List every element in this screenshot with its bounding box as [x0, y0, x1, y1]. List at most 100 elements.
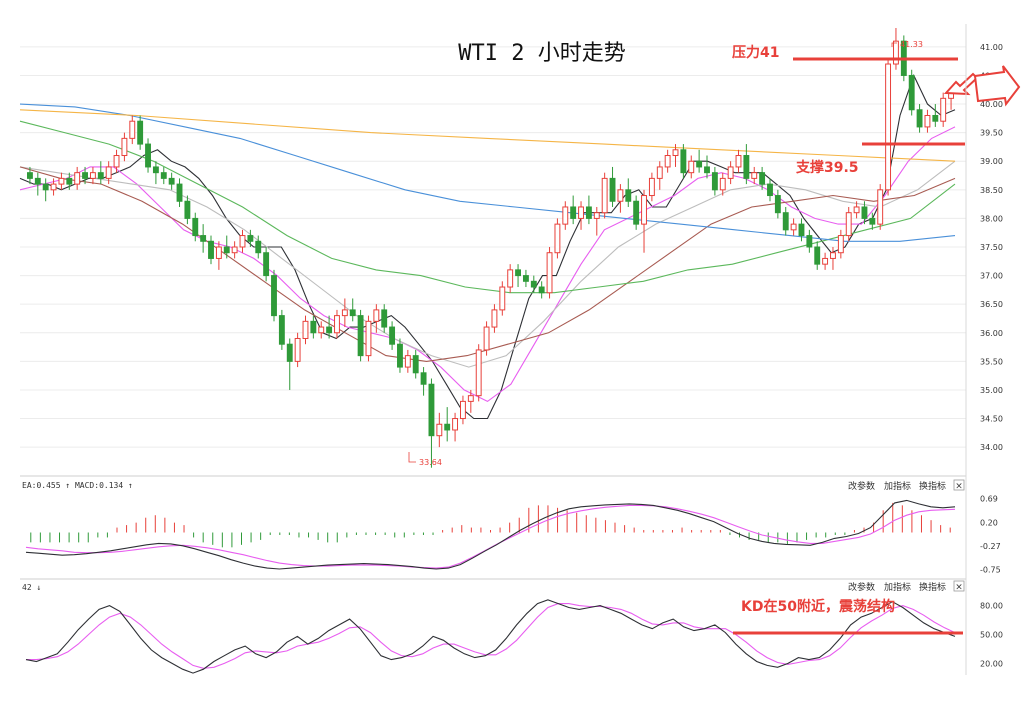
candle-body-down: [271, 275, 277, 317]
candle: [916, 104, 923, 133]
candle-body-up: [790, 223, 797, 231]
candle-body-up: [58, 177, 65, 185]
candle: [294, 332, 301, 368]
candle-body-up: [751, 172, 758, 179]
kd-close-icon[interactable]: ×: [955, 583, 963, 593]
candle: [885, 58, 892, 196]
candle-body-up: [89, 172, 96, 179]
candle-body-up: [491, 309, 498, 328]
candle: [869, 212, 876, 230]
candle: [428, 378, 435, 468]
candle: [530, 275, 537, 293]
candle-body-up: [231, 246, 238, 254]
candle: [593, 206, 600, 236]
candle-body-down: [711, 172, 718, 191]
macd-params-button[interactable]: 改参数: [848, 480, 875, 492]
candle-body-up: [129, 120, 136, 139]
price-tick-label: 35.50: [980, 357, 1003, 366]
candle-body-up: [837, 235, 844, 254]
candle-body-up: [507, 269, 514, 288]
candle-body-up: [853, 206, 860, 214]
candle: [861, 201, 868, 225]
grid-layer: [20, 46, 966, 448]
candle-body-up: [467, 395, 474, 402]
macd-close-icon[interactable]: ×: [955, 482, 963, 492]
candle-body-up: [554, 223, 561, 254]
candle: [656, 161, 663, 190]
kd-tick-label: 20.00: [980, 659, 1003, 668]
candle: [381, 304, 388, 333]
candle-body-up: [404, 355, 411, 368]
macd-add-button[interactable]: 加指标: [884, 480, 911, 492]
candle-body-down: [137, 120, 144, 145]
candle-body-down: [310, 320, 317, 334]
candle-body-down: [412, 355, 419, 374]
candle: [798, 218, 805, 242]
candle-body-down: [530, 280, 537, 288]
candle: [302, 315, 309, 345]
candle: [719, 172, 726, 196]
candle-body-up: [239, 235, 246, 248]
candle: [412, 349, 419, 379]
candle-body-up: [924, 114, 931, 128]
candle: [137, 115, 144, 150]
candle-body-down: [908, 74, 915, 111]
price-tick-label: 40.00: [980, 100, 1003, 109]
candle: [82, 166, 88, 185]
price-tick-label: 38.00: [980, 214, 1003, 223]
moving-average-line: [19, 109, 956, 162]
price-tick-label: 41.00: [980, 43, 1003, 52]
moving-average-lines: [19, 74, 956, 420]
macd-close-box[interactable]: [953, 479, 965, 491]
candle-body-down: [176, 183, 183, 202]
candle-body-down: [168, 177, 175, 185]
price-tick-label: 36.50: [980, 300, 1003, 309]
candle-body-up: [483, 326, 490, 351]
candle-body-down: [774, 195, 781, 214]
candle: [515, 264, 521, 288]
macd-switch-button[interactable]: 换指标: [919, 480, 946, 492]
candle: [129, 115, 136, 145]
candle: [223, 235, 230, 259]
candle-body-up: [546, 252, 553, 294]
resistance-label: 压力41: [732, 44, 779, 61]
candle-body-up: [672, 149, 679, 157]
candle-body-up: [562, 206, 569, 225]
right-arrow-icon: [973, 65, 1021, 107]
candle: [491, 304, 498, 333]
support-label: 支撑39.5: [795, 159, 859, 176]
candle-body-down: [255, 240, 262, 254]
kd-close-box[interactable]: [953, 580, 965, 592]
candle: [830, 247, 836, 270]
candle-body-up: [830, 252, 836, 259]
candle-body-down: [263, 252, 270, 277]
candle: [672, 144, 679, 167]
candle: [664, 149, 671, 173]
candle-body-up: [113, 155, 120, 168]
candle: [184, 195, 191, 225]
candle: [845, 206, 852, 242]
kd-params-button[interactable]: 改参数: [848, 581, 875, 593]
candle-body-up: [365, 320, 372, 357]
candle-body-down: [767, 183, 773, 197]
candle: [404, 349, 411, 373]
candle-body-down: [932, 114, 939, 122]
candle: [562, 201, 569, 230]
kd-add-button[interactable]: 加指标: [884, 581, 911, 593]
candle: [538, 281, 545, 299]
candle-body-down: [247, 235, 254, 242]
candle-body-down: [389, 326, 396, 345]
kd-tick-label: 50.00: [980, 631, 1003, 640]
candle: [711, 166, 718, 196]
kd-switch-button[interactable]: 换指标: [919, 581, 946, 593]
candle-body-up: [719, 177, 726, 191]
kd-tick-label: 80.00: [980, 602, 1003, 611]
candle: [444, 407, 451, 442]
low-marker: [408, 452, 416, 463]
macd-tick-label: 0.20: [980, 519, 998, 528]
candle: [145, 138, 151, 173]
candle-body-down: [184, 200, 191, 219]
candle-body-down: [625, 189, 632, 202]
candle-body-up: [940, 97, 947, 122]
